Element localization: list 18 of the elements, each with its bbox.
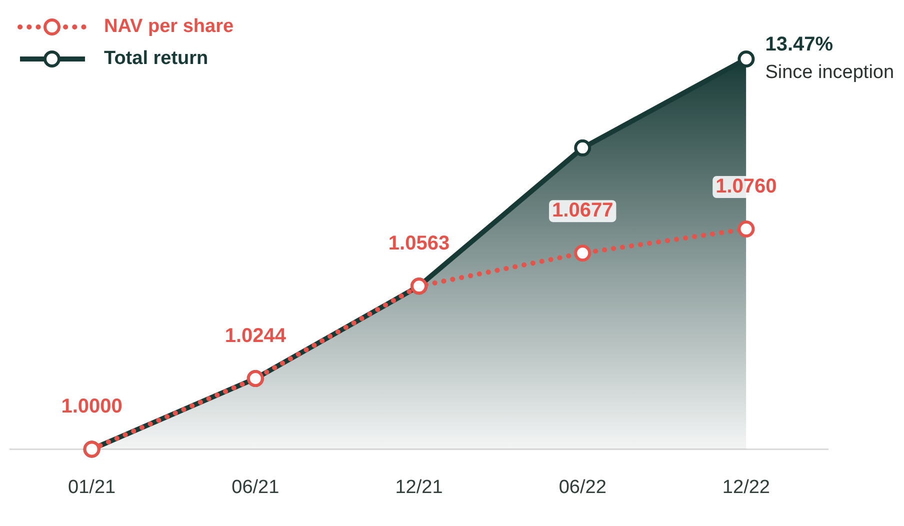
data-label: 1.0000 (61, 396, 122, 418)
legend-label: NAV per share (104, 16, 234, 38)
x-tick-label: 12/21 (395, 476, 443, 498)
data-label: 1.0563 (388, 232, 450, 255)
point (738, 50, 755, 68)
data-label: 1.0244 (224, 325, 287, 348)
x-tick-label: 12/22 (722, 476, 770, 498)
legend-label: Total return (104, 48, 208, 70)
x-tick-label: 06/21 (232, 476, 280, 498)
point (574, 139, 592, 156)
x-tick-label: 01/21 (68, 476, 116, 498)
annotation: 13.47% (765, 34, 834, 56)
point (738, 220, 755, 238)
annotation: Since inception (765, 62, 894, 84)
data-label: 1.0760 (716, 176, 777, 198)
data-label: 1.0677 (552, 200, 614, 222)
point (574, 244, 592, 262)
x-tick-label: 06/22 (558, 476, 606, 498)
